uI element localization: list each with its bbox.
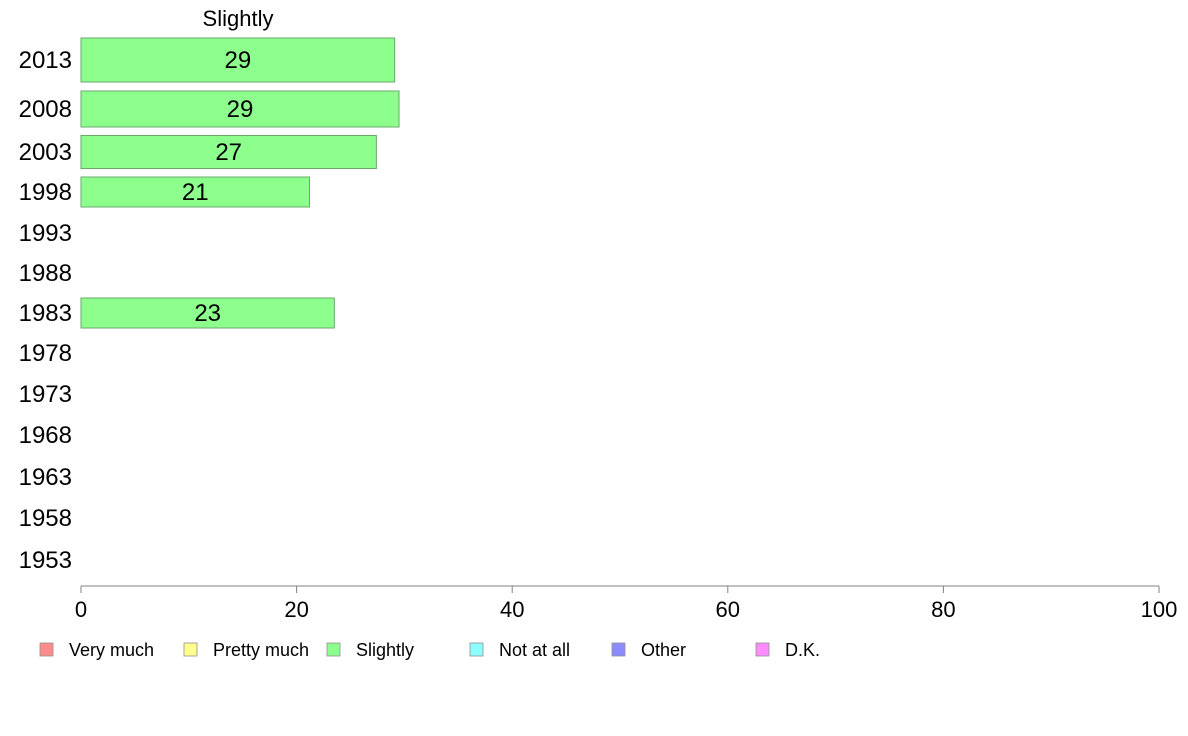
legend-swatch bbox=[611, 642, 626, 657]
bar-value-label: 27 bbox=[215, 139, 242, 166]
y-tick-label: 1963 bbox=[19, 464, 72, 491]
legend-swatch bbox=[469, 642, 484, 657]
y-tick-labels: 2013 2008 2003 1998 1993 1988 1983 1978 1973 1968… bbox=[19, 47, 72, 574]
legend-label: Not at all bbox=[499, 640, 570, 660]
y-tick-label: 1998 bbox=[19, 179, 72, 206]
bar bbox=[80, 176, 311, 208]
legend-swatch bbox=[326, 642, 341, 657]
x-tick-label: 0 bbox=[75, 597, 87, 622]
y-tick-label: 2003 bbox=[19, 139, 72, 166]
bar bbox=[80, 90, 400, 128]
y-tick-label: 2013 bbox=[19, 47, 72, 74]
legend-label: Slightly bbox=[356, 640, 414, 660]
bar-value-label: 23 bbox=[194, 300, 221, 327]
bar bbox=[80, 297, 335, 329]
y-tick-label: 1973 bbox=[19, 381, 72, 408]
x-tick-label: 80 bbox=[931, 597, 955, 622]
legend-swatch bbox=[755, 642, 770, 657]
bar-value-label: 29 bbox=[224, 47, 251, 74]
y-tick-label: 1993 bbox=[19, 220, 72, 247]
legend-label: Pretty much bbox=[213, 640, 309, 660]
y-tick-label: 1988 bbox=[19, 260, 72, 287]
bar-value-label: 21 bbox=[182, 179, 209, 206]
y-tick-label: 1968 bbox=[19, 422, 72, 449]
legend-label: Very much bbox=[69, 640, 154, 660]
bar-value-label: 29 bbox=[227, 96, 254, 123]
y-tick-label: 2008 bbox=[19, 96, 72, 123]
x-axis: 0 20 40 60 80 100 bbox=[75, 585, 1178, 622]
legend-swatch bbox=[39, 642, 54, 657]
legend-label: Other bbox=[641, 640, 686, 660]
y-tick-label: 1983 bbox=[19, 300, 72, 327]
bar bbox=[80, 37, 396, 83]
x-tick-label: 20 bbox=[284, 597, 308, 622]
y-tick-label: 1958 bbox=[19, 505, 72, 532]
x-tick-label: 100 bbox=[1141, 597, 1178, 622]
legend: Very much Pretty much Slightly Not at all Ot… bbox=[39, 640, 820, 660]
y-tick-label: 1953 bbox=[19, 547, 72, 574]
y-tick-label: 1978 bbox=[19, 340, 72, 367]
bar bbox=[80, 135, 377, 169]
x-tick-label: 60 bbox=[716, 597, 740, 622]
legend-swatch bbox=[183, 642, 198, 657]
x-tick-label: 40 bbox=[500, 597, 524, 622]
legend-label: D.K. bbox=[785, 640, 820, 660]
chart-title: Slightly bbox=[203, 6, 274, 31]
